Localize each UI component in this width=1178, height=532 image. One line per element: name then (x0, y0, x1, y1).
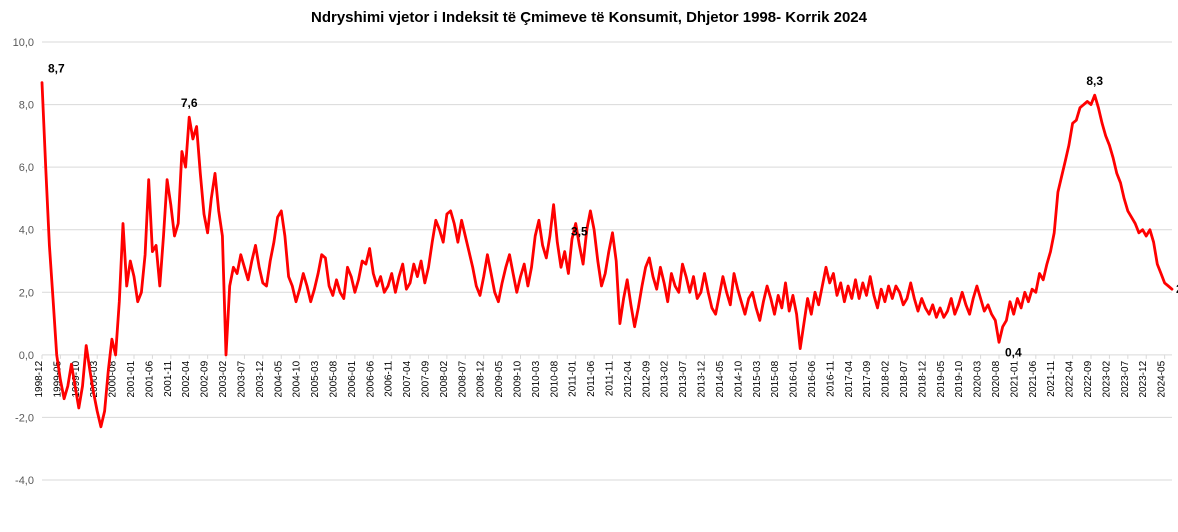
y-tick-label: -4,0 (15, 475, 34, 487)
x-tick-label: 2007-09 (420, 360, 431, 397)
x-tick-label: 2006-01 (347, 360, 358, 397)
x-tick-label: 2021-06 (1028, 360, 1039, 397)
x-tick-label: 2011-06 (586, 360, 597, 396)
x-tick-label: 2016-01 (789, 360, 800, 397)
x-tick-label: 2022-04 (1065, 360, 1076, 397)
x-tick-label: 2018-12 (917, 360, 928, 397)
x-tick-label: 2016-11 (825, 360, 836, 396)
x-tick-label: 2003-12 (255, 360, 266, 397)
x-tick-label: 2016-06 (807, 360, 818, 397)
x-tick-label: 2023-12 (1138, 360, 1149, 397)
x-tick-label: 2014-05 (715, 360, 726, 397)
x-tick-label: 2019-05 (936, 360, 947, 397)
x-tick-label: 2001-06 (144, 360, 155, 397)
x-tick-label: 2021-11 (1046, 360, 1057, 396)
x-tick-label: 2017-04 (844, 360, 855, 397)
x-tick-label: 2003-07 (236, 360, 247, 397)
x-tick-label: 2010-08 (549, 360, 560, 397)
x-tick-label: 2022-09 (1083, 360, 1094, 397)
x-tick-label: 2001-01 (126, 360, 137, 397)
y-tick-label: 10,0 (13, 37, 34, 49)
x-tick-label: 2012-04 (623, 360, 634, 397)
x-tick-label: 2020-03 (973, 360, 984, 397)
x-tick-label: 2018-07 (899, 360, 910, 397)
x-tick-label: 2017-09 (862, 360, 873, 397)
x-tick-label: 2013-12 (697, 360, 708, 397)
y-tick-label: 0,0 (19, 350, 34, 362)
x-tick-label: 2010-03 (531, 360, 542, 397)
x-tick-label: 2008-02 (439, 360, 450, 397)
x-tick-label: 2024-05 (1157, 360, 1168, 397)
x-tick-label: 2005-03 (310, 360, 321, 397)
x-tick-label: 2007-04 (402, 360, 413, 397)
x-tick-label: 2011-01 (568, 360, 579, 396)
x-tick-label: 2013-02 (660, 360, 671, 397)
x-tick-label: 2015-08 (770, 360, 781, 397)
x-tick-label: 2006-06 (365, 360, 376, 397)
x-tick-label: 1998-12 (34, 360, 45, 397)
x-tick-label: 2006-11 (384, 360, 395, 396)
x-tick-label: 2009-05 (494, 360, 505, 397)
x-tick-label: 2020-08 (991, 360, 1002, 397)
y-tick-label: 2,0 (19, 287, 34, 299)
data-annotation: 8,3 (1086, 74, 1103, 88)
cpi-line-chart: -4,0-2,00,02,04,06,08,010,01998-121999-0… (0, 0, 1178, 532)
x-tick-label: 2008-07 (457, 360, 468, 397)
x-tick-label: 2003-02 (218, 360, 229, 397)
x-tick-label: 2012-09 (641, 360, 652, 397)
y-tick-label: -2,0 (15, 412, 34, 424)
x-tick-label: 2023-07 (1120, 360, 1131, 397)
data-annotation: 8,7 (48, 62, 65, 76)
x-tick-label: 2009-10 (513, 360, 524, 397)
y-tick-label: 6,0 (19, 162, 34, 174)
x-tick-label: 2018-02 (881, 360, 892, 397)
x-tick-label: 2004-05 (273, 360, 284, 397)
x-tick-label: 2002-04 (181, 360, 192, 397)
chart-title: Ndryshimi vjetor i Indeksit të Çmimeve t… (311, 9, 868, 26)
x-tick-label: 2019-10 (954, 360, 965, 397)
y-tick-label: 8,0 (19, 100, 34, 112)
x-tick-label: 2008-12 (476, 360, 487, 397)
y-tick-label: 4,0 (19, 225, 34, 237)
x-tick-label: 2002-09 (200, 360, 211, 397)
x-tick-label: 2005-08 (328, 360, 339, 397)
x-tick-label: 2021-01 (1009, 360, 1020, 397)
chart-container: -4,0-2,00,02,04,06,08,010,01998-121999-0… (0, 0, 1178, 532)
x-tick-label: 2013-07 (678, 360, 689, 397)
data-annotation: 0,4 (1005, 345, 1022, 359)
data-annotation: 3,5 (571, 224, 588, 238)
x-tick-label: 2004-10 (292, 360, 303, 397)
data-annotation: 7,6 (181, 96, 198, 110)
x-tick-label: 2011-11 (605, 360, 616, 396)
x-tick-label: 2014-10 (733, 360, 744, 397)
x-tick-label: 2023-02 (1101, 360, 1112, 397)
x-tick-label: 2015-03 (752, 360, 763, 397)
x-tick-label: 2001-11 (163, 360, 174, 396)
